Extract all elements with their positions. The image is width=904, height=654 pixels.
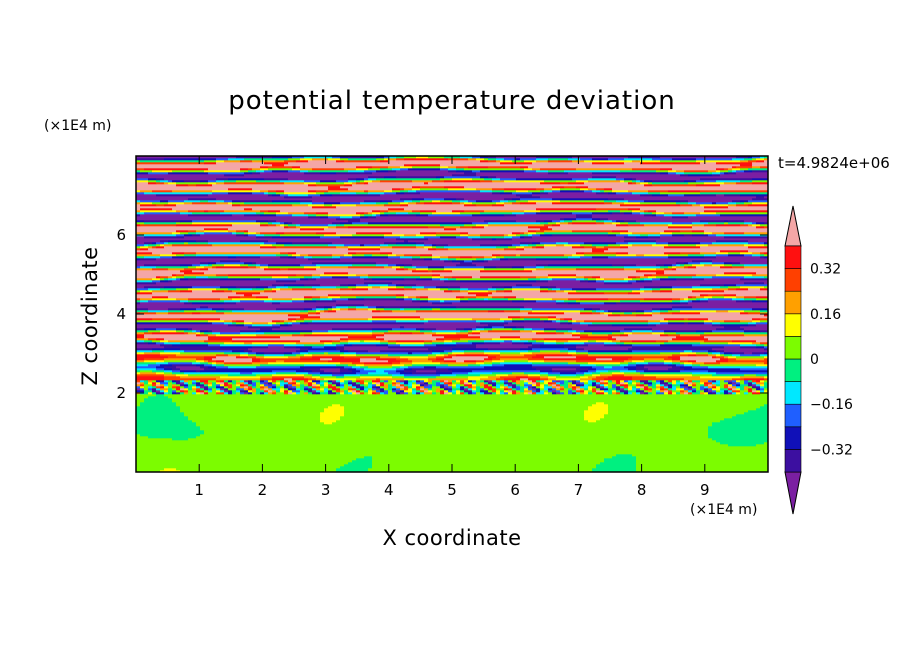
colorbar-extend-min xyxy=(784,471,802,515)
colorbar-band xyxy=(784,290,802,315)
y-tick-label: 4 xyxy=(116,305,126,323)
colorbar-tick-label: −0.32 xyxy=(810,442,853,458)
x-tick-label: 8 xyxy=(637,481,647,499)
time-label: t=4.9824e+06 xyxy=(778,154,890,172)
y-tick-label: 2 xyxy=(116,384,126,402)
colorbar-tick-label: 0 xyxy=(810,352,819,368)
colorbar-band xyxy=(784,403,802,428)
colorbar-tick-label: 0.32 xyxy=(810,262,841,278)
y-unit-label: (×1E4 m) xyxy=(44,118,112,134)
contour-field xyxy=(136,156,768,472)
x-tick-label: 7 xyxy=(574,481,584,499)
colorbar-band xyxy=(784,336,802,360)
x-tick-label: 6 xyxy=(510,481,520,499)
colorbar-tick-label: −0.16 xyxy=(810,397,853,413)
x-tick-label: 3 xyxy=(321,481,331,499)
x-axis: 1 2 3 4 5 6 7 8 9 xyxy=(194,156,710,499)
x-unit-label: (×1E4 m) xyxy=(690,502,758,518)
colorbar-band xyxy=(784,381,802,405)
x-tick-label: 5 xyxy=(447,481,457,499)
x-tick-label: 2 xyxy=(258,481,268,499)
x-tick-label: 1 xyxy=(194,481,204,499)
x-tick-label: 9 xyxy=(700,481,710,499)
y-axis: 2 4 6 xyxy=(116,226,768,402)
chart-title: potential temperature deviation xyxy=(228,86,676,116)
x-tick-label: 4 xyxy=(384,481,394,499)
y-tick-label: 6 xyxy=(116,226,126,244)
colorbar-band xyxy=(784,313,802,337)
colorbar-band xyxy=(784,426,802,450)
colorbar-extend-max xyxy=(784,205,802,247)
colorbar-band xyxy=(784,268,802,292)
x-axis-label: X coordinate xyxy=(382,526,522,550)
colorbar: 0.32 0.16 0 −0.16 −0.32 xyxy=(784,205,853,515)
colorbar-band xyxy=(784,245,802,269)
colorbar-band xyxy=(784,358,802,382)
colorbar-tick-label: 0.16 xyxy=(810,307,841,323)
colorbar-band xyxy=(784,449,802,473)
